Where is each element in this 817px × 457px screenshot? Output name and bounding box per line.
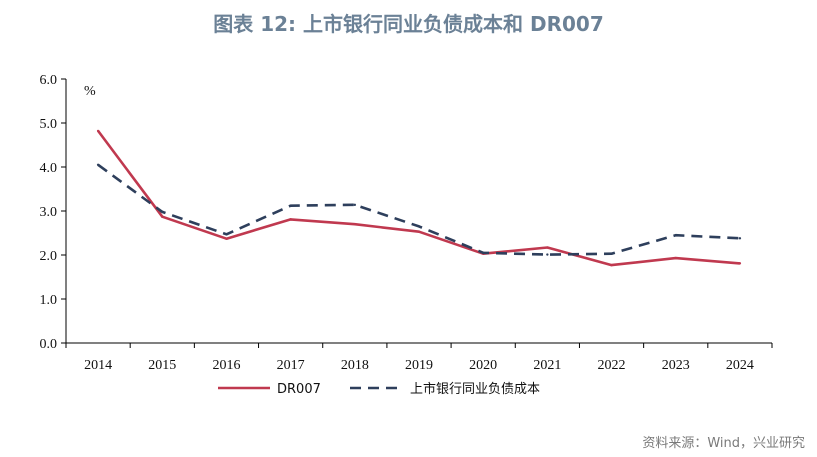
y-tick-label: 2.0 bbox=[40, 249, 58, 264]
data-point bbox=[353, 203, 357, 207]
legend-label: DR007 bbox=[277, 382, 321, 397]
data-point bbox=[674, 256, 677, 260]
y-tick-label: 5.0 bbox=[40, 117, 58, 132]
data-point bbox=[225, 237, 228, 240]
chart-title: 图表 12: 上市银行同业负债成本和 DR007 bbox=[213, 12, 604, 36]
data-point bbox=[610, 263, 613, 267]
y-tick-label: 1.0 bbox=[40, 293, 58, 308]
data-point bbox=[96, 129, 100, 133]
data-point bbox=[289, 218, 292, 221]
x-tick-label: 2014 bbox=[84, 358, 112, 373]
x-tick-label: 2017 bbox=[277, 358, 305, 373]
data-point bbox=[674, 234, 677, 237]
x-tick-label: 2022 bbox=[598, 358, 626, 373]
data-point bbox=[417, 230, 421, 233]
data-point bbox=[417, 225, 421, 228]
data-point bbox=[225, 233, 228, 236]
x-tick-label: 2021 bbox=[533, 358, 561, 373]
data-point bbox=[161, 215, 164, 218]
x-tick-label: 2023 bbox=[662, 358, 690, 373]
y-tick-label: 3.0 bbox=[40, 205, 58, 220]
data-point bbox=[738, 237, 742, 240]
x-tick-label: 2015 bbox=[148, 358, 176, 373]
data-point bbox=[353, 223, 357, 226]
data-point bbox=[546, 246, 549, 249]
data-point bbox=[289, 204, 292, 207]
data-point bbox=[96, 163, 100, 166]
legend-label: 上市银行同业负债成本 bbox=[410, 381, 540, 397]
x-tick-label: 2016 bbox=[212, 358, 240, 373]
y-tick-label: 0.0 bbox=[40, 337, 58, 352]
y-tick-label: 6.0 bbox=[40, 73, 58, 88]
series-line-bank-interbank-cost bbox=[97, 163, 740, 256]
x-tick-label: 2019 bbox=[405, 358, 433, 373]
source-note: 资料来源：Wind，兴业研究 bbox=[642, 436, 805, 451]
data-point bbox=[161, 210, 164, 214]
data-point bbox=[610, 252, 613, 255]
y-unit-label: % bbox=[84, 84, 96, 99]
x-tick-label: 2024 bbox=[726, 358, 754, 373]
x-tick-label: 2020 bbox=[469, 358, 497, 373]
y-tick-label: 4.0 bbox=[40, 161, 58, 176]
data-point bbox=[481, 251, 485, 254]
data-point bbox=[546, 253, 549, 256]
data-point bbox=[738, 262, 742, 265]
x-tick-label: 2018 bbox=[341, 358, 369, 373]
